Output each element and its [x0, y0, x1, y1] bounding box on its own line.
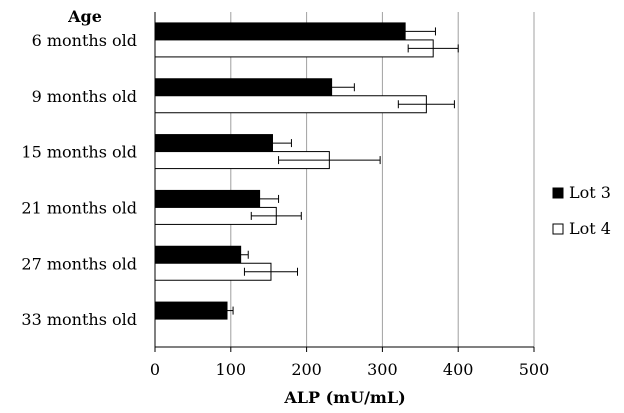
legend-label-lot-3: Lot 3	[569, 183, 611, 202]
category-label-33-months-old: 33 months old	[21, 310, 137, 329]
x-axis-title: ALP (mU/mL)	[283, 388, 405, 407]
x-tick-label-500: 500	[519, 360, 550, 379]
bar-lot-3-33-months-old	[154, 301, 228, 320]
error-bars-layer	[220, 27, 459, 315]
category-label-9-months-old: 9 months old	[32, 87, 137, 106]
legend-swatch-lot-4	[552, 223, 564, 235]
bar-lot-3-9-months-old	[154, 78, 333, 97]
category-labels: 6 months old 9 months old 15 months old 21 …	[21, 31, 137, 329]
x-tick-label-400: 400	[443, 360, 474, 379]
bar-lot-3-6-months-old	[154, 22, 406, 41]
x-tick-label-300: 300	[367, 360, 398, 379]
legend-label-lot-4: Lot 4	[569, 219, 611, 238]
category-label-21-months-old: 21 months old	[21, 198, 137, 217]
tick-labels: 0 100 200 300 400 500	[150, 347, 549, 379]
grid-layer	[230, 12, 535, 347]
bars-layer	[154, 22, 434, 320]
category-label-27-months-old: 27 months old	[21, 254, 137, 273]
x-tick-label-0: 0	[150, 360, 160, 379]
category-label-6-months-old: 6 months old	[32, 31, 137, 50]
x-tick-label-100: 100	[216, 360, 247, 379]
category-axis-title: Age	[67, 7, 102, 26]
legend: Lot 3 Lot 4	[552, 183, 611, 238]
category-label-15-months-old: 15 months old	[21, 143, 137, 162]
bar-lot-3-27-months-old	[154, 245, 242, 264]
x-tick-label-200: 200	[291, 360, 322, 379]
legend-swatch-lot-3	[552, 187, 564, 199]
bar-lot-4-9-months-old	[154, 95, 427, 114]
bar-lot-4-6-months-old	[154, 39, 434, 58]
